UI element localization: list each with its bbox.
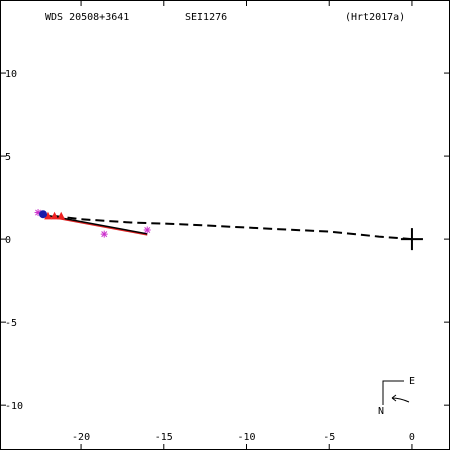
- y-tick-label: 0: [5, 235, 11, 246]
- observed-arc-line: [39, 213, 148, 236]
- asterisk-stroke: [144, 227, 151, 233]
- compass-axes: [382, 380, 404, 405]
- north-label: N: [378, 406, 384, 417]
- measurement-asterisk: [100, 230, 108, 238]
- orientation-compass: EN: [378, 376, 415, 417]
- plot-header: WDS 20508+3641 SEI1276 (Hrt2017a): [45, 12, 405, 23]
- axis-tick-labels: -20 -15 -10 -5 0 10 5 0 -5 -10: [5, 69, 415, 443]
- y-tick-label: 5: [5, 152, 11, 163]
- orbit-curve: [39, 213, 412, 241]
- y-tick-label: -10: [5, 401, 23, 412]
- measurement-asterisk: [143, 226, 151, 234]
- rotation-direction-arrow: [391, 394, 410, 403]
- wds-identifier: WDS 20508+3641: [45, 12, 129, 23]
- orbit-curve-group: [39, 213, 412, 241]
- observations-group: [34, 209, 151, 238]
- y-tick-label: 10: [5, 69, 17, 80]
- x-tick-label: -15: [155, 432, 173, 443]
- x-tick-label: 0: [409, 432, 415, 443]
- asterisk-stroke: [101, 231, 108, 238]
- east-label: E: [409, 376, 415, 387]
- x-tick-label: -20: [72, 432, 90, 443]
- latest-position-dot: [39, 210, 48, 219]
- reference-code: (Hrt2017a): [345, 12, 405, 23]
- asterisk-stroke: [35, 209, 42, 216]
- x-tick-label: -5: [323, 432, 335, 443]
- discoverer-code: SEI1276: [185, 12, 227, 23]
- x-tick-label: -10: [237, 432, 255, 443]
- interferometric-triangle: [57, 211, 66, 220]
- y-tick-label: -5: [5, 318, 17, 329]
- interferometric-triangle: [50, 211, 59, 220]
- primary-star-group: [400, 228, 423, 251]
